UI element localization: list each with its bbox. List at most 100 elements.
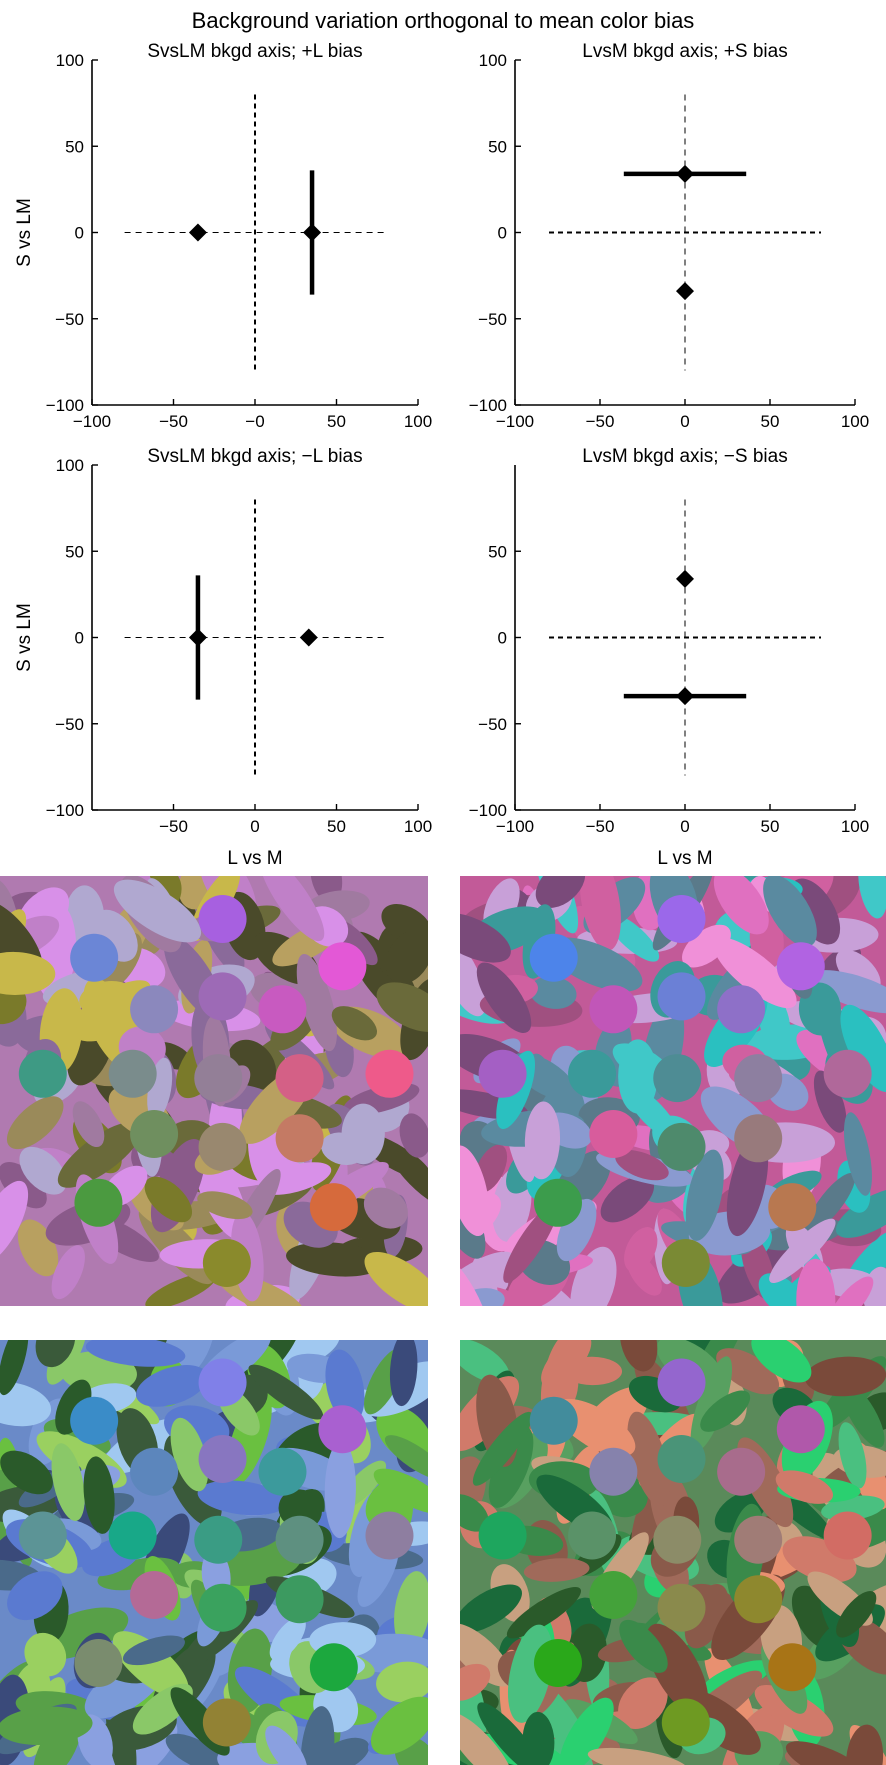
x-axis-label: L vs M: [657, 848, 712, 869]
y-tick-label: 0: [498, 629, 507, 648]
background-ellipse: [460, 1623, 513, 1687]
background-ellipse: [259, 876, 325, 942]
test-disc: [657, 1435, 706, 1483]
test-disc: [309, 1643, 358, 1692]
y-tick-label: 0: [75, 629, 84, 648]
x-tick-label: 0: [680, 817, 689, 836]
test-disc: [657, 1358, 706, 1407]
test-disc: [108, 1511, 157, 1560]
y-tick-label: 50: [65, 542, 84, 561]
background-ellipse: [476, 962, 532, 1034]
y-tick-label: 0: [498, 224, 507, 243]
background-ellipse: [376, 982, 428, 1032]
background-ellipse: [376, 1661, 428, 1703]
test-disc: [202, 1698, 251, 1747]
test-disc: [318, 942, 367, 991]
background-ellipse: [19, 1146, 67, 1195]
chart-title: SvsLM bkgd axis; −L bias: [147, 446, 362, 467]
y-tick-label: −100: [46, 801, 84, 820]
data-point-diamond: [303, 223, 322, 242]
background-ellipse: [384, 1435, 428, 1480]
background-ellipse: [197, 1480, 287, 1516]
background-ellipse: [324, 1441, 356, 1539]
background-ellipse: [248, 1364, 324, 1420]
background-ellipse: [122, 1635, 185, 1666]
x-tick-label: −100: [73, 412, 111, 431]
figure-title: Background variation orthogonal to mean …: [191, 8, 695, 33]
background-ellipse: [785, 1741, 869, 1765]
chart-panel-1: −100 −50 −0 50 100 100 50 0 −50 −100 SvsLM bkgd ax…: [14, 41, 432, 431]
test-disc: [130, 1447, 179, 1496]
y-tick-label: −50: [55, 715, 84, 734]
test-disc: [589, 1571, 638, 1619]
test-disc: [70, 933, 119, 982]
background-ellipse: [600, 1175, 655, 1223]
background-ellipse: [74, 980, 151, 1030]
y-axis-label: S vs LM: [14, 198, 35, 267]
background-ellipse: [0, 1340, 29, 1396]
background-ellipse: [72, 1101, 105, 1148]
background-ellipse: [858, 876, 886, 919]
background-ellipse: [331, 1006, 378, 1041]
y-tick-label: −50: [55, 310, 84, 329]
test-disc: [717, 985, 766, 1034]
data-point-diamond: [676, 569, 694, 588]
stimulus-panel-svslm-minus-l: [0, 1340, 428, 1765]
background-ellipse: [716, 1348, 780, 1395]
y-tick-label: −50: [478, 310, 507, 329]
test-disc: [198, 1435, 247, 1483]
background-ellipse: [529, 976, 577, 1009]
y-tick-label: −100: [469, 801, 507, 820]
test-disc: [823, 1511, 872, 1560]
test-disc: [533, 1178, 582, 1227]
test-disc: [365, 1049, 414, 1098]
test-disc: [198, 1583, 247, 1632]
x-tick-label: 50: [327, 412, 346, 431]
test-disc: [768, 1643, 817, 1692]
background-ellipse: [373, 1468, 428, 1514]
background-ellipse: [399, 1113, 428, 1158]
test-disc: [776, 1405, 825, 1454]
background-ellipse: [165, 1733, 225, 1765]
background-ellipse: [619, 1619, 668, 1673]
stimulus-panels-layer: [0, 876, 886, 1765]
test-disc: [768, 1183, 817, 1232]
background-ellipse: [460, 1180, 486, 1259]
background-ellipse: [685, 1149, 724, 1241]
background-ellipse: [845, 1724, 884, 1765]
background-ellipse: [85, 1340, 186, 1367]
background-ellipse: [488, 1426, 534, 1508]
background-ellipse: [758, 1273, 804, 1306]
test-disc: [653, 1515, 702, 1564]
test-disc: [108, 1049, 157, 1098]
background-ellipse: [7, 1571, 63, 1621]
background-ellipse: [682, 924, 731, 968]
x-tick-label: 50: [327, 817, 346, 836]
background-ellipse: [269, 1616, 306, 1661]
background-ellipse: [197, 1191, 253, 1220]
background-ellipse: [700, 1390, 751, 1432]
y-tick-label: 100: [56, 51, 84, 70]
x-tick-label: −50: [586, 817, 615, 836]
background-ellipse: [460, 1584, 522, 1633]
x-tick-label: −100: [496, 817, 534, 836]
test-disc: [275, 1054, 324, 1103]
test-disc: [365, 1511, 414, 1560]
background-ellipse: [83, 1456, 115, 1534]
stimulus-panel-lvsm-minus-s: [460, 1340, 886, 1765]
test-disc: [18, 1049, 67, 1098]
background-ellipse: [0, 951, 56, 996]
background-ellipse: [808, 970, 886, 1014]
background-ellipse: [506, 1586, 582, 1639]
test-disc: [568, 1049, 617, 1098]
background-ellipse: [562, 1356, 623, 1386]
test-disc: [258, 985, 307, 1034]
test-disc: [657, 1122, 706, 1171]
test-disc: [823, 1049, 872, 1098]
data-point-diamond: [299, 628, 318, 647]
background-ellipse: [524, 1101, 561, 1180]
background-ellipse: [835, 1187, 886, 1238]
background-ellipse: [460, 1663, 491, 1701]
test-disc: [478, 1049, 527, 1098]
background-ellipse: [170, 1417, 209, 1492]
